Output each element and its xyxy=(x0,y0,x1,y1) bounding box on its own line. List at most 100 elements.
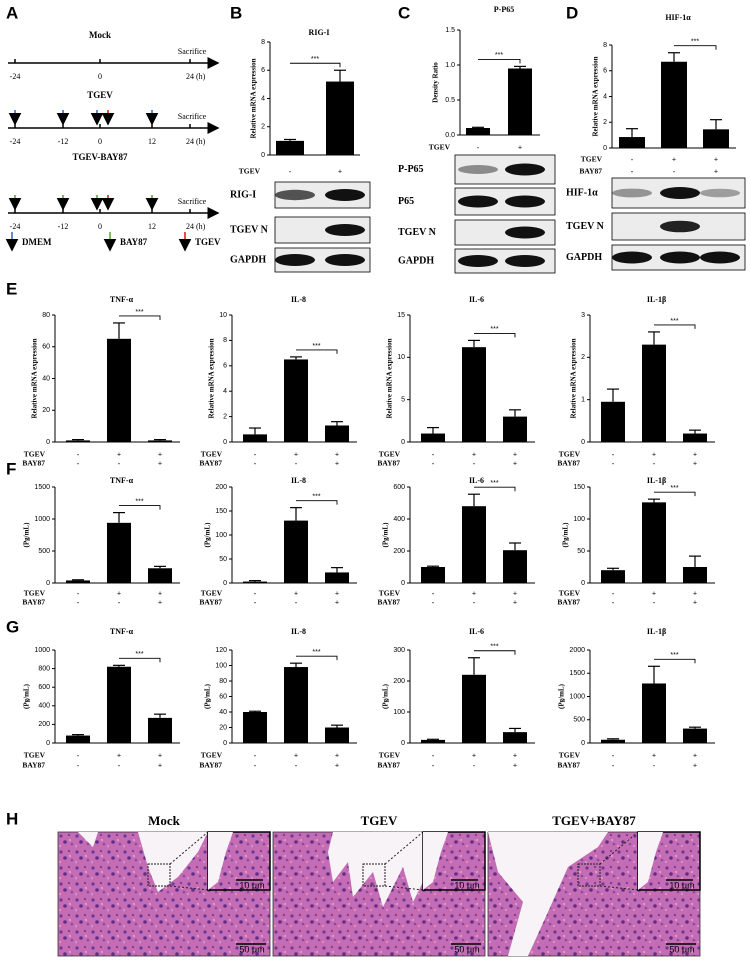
timeline-tick-label: -24 xyxy=(10,137,21,146)
panel-label: G xyxy=(6,617,19,636)
y-tick-label: 2 xyxy=(223,413,227,420)
significance-bracket xyxy=(674,45,717,50)
condition-sign: - xyxy=(254,598,257,607)
significance-label: *** xyxy=(495,52,503,59)
blot-label: GAPDH xyxy=(566,252,602,263)
significance-label: *** xyxy=(670,318,678,325)
significance-label: *** xyxy=(670,652,678,659)
y-tick-label: 0 xyxy=(401,580,405,587)
condition-label: BAY87 xyxy=(377,761,400,770)
y-tick-label: 150 xyxy=(215,508,227,515)
inset-scale-label: 10 μm xyxy=(454,880,479,890)
timeline-tick-label: 0 xyxy=(98,137,102,146)
blot-label: P65 xyxy=(398,196,414,207)
condition-sign: + xyxy=(117,450,121,459)
significance-label: *** xyxy=(670,485,678,492)
y-tick-label: 50 xyxy=(577,548,585,555)
chart-title: IL-6 xyxy=(469,627,484,636)
timeline-title: Mock xyxy=(89,30,111,40)
bar xyxy=(462,506,486,583)
chart-title: TNF-α xyxy=(110,476,134,485)
chart-title: HIF-1α xyxy=(665,13,691,22)
condition-sign: - xyxy=(254,459,257,468)
bar xyxy=(601,401,625,442)
y-axis-label: Density Ratio xyxy=(432,62,440,103)
condition-sign: - xyxy=(477,143,480,152)
inset-lumen xyxy=(638,832,663,890)
condition-sign: + xyxy=(652,589,656,598)
bar xyxy=(508,68,532,135)
bar xyxy=(276,140,304,155)
y-tick-label: 1500 xyxy=(34,484,50,491)
significance-label: *** xyxy=(135,651,143,658)
y-tick-label: 0.0 xyxy=(445,132,455,139)
y-tick-label: 800 xyxy=(38,665,50,672)
inset-scale-label: 10 μm xyxy=(669,880,694,890)
condition-sign: + xyxy=(294,589,298,598)
condition-sign: + xyxy=(714,167,718,176)
significance-label: *** xyxy=(312,493,320,500)
y-axis-label: Relative mRNA expression xyxy=(386,338,394,418)
y-tick-label: 0 xyxy=(223,740,227,747)
inset-scale-label: 10 μm xyxy=(239,880,264,890)
condition-sign: - xyxy=(612,450,615,459)
y-tick-label: 6 xyxy=(603,68,607,75)
condition-sign: - xyxy=(653,598,656,607)
blot-band xyxy=(505,195,545,208)
y-tick-label: 100 xyxy=(393,709,405,716)
blot-band xyxy=(505,255,545,267)
chart-title: IL-8 xyxy=(291,295,306,304)
legend-label: TGEV xyxy=(195,237,221,247)
condition-sign: - xyxy=(432,459,435,468)
condition-sign: + xyxy=(335,751,339,760)
y-tick-label: 500 xyxy=(573,717,585,724)
y-tick-label: 0 xyxy=(401,439,405,446)
significance-bracket xyxy=(654,491,696,497)
condition-label: BAY87 xyxy=(199,598,222,607)
bar xyxy=(421,433,445,442)
condition-sign: + xyxy=(513,450,517,459)
blot-band xyxy=(275,254,315,266)
y-tick-label: 0 xyxy=(261,152,265,159)
timeline-tick-label: -12 xyxy=(58,222,69,231)
y-tick-label: 120 xyxy=(215,647,227,654)
panel-label: A xyxy=(6,3,18,22)
condition-sign: + xyxy=(672,155,676,164)
significance-bracket xyxy=(474,650,516,655)
y-tick-label: 0 xyxy=(46,580,50,587)
significance-bracket xyxy=(296,500,338,505)
condition-label: TGEV xyxy=(24,589,46,598)
y-tick-label: 150 xyxy=(573,484,585,491)
y-tick-label: 0 xyxy=(401,740,405,747)
y-tick-label: 1000 xyxy=(569,693,585,700)
condition-sign: + xyxy=(652,751,656,760)
y-tick-label: 2 xyxy=(581,354,585,361)
significance-bracket xyxy=(478,58,521,64)
bar xyxy=(284,359,308,442)
condition-label: BAY87 xyxy=(22,761,45,770)
blot-band xyxy=(275,189,315,201)
bar xyxy=(326,81,354,155)
condition-sign: + xyxy=(294,751,298,760)
scale-label: 50 μm xyxy=(239,944,264,954)
blot-label: TGEV N xyxy=(398,227,437,238)
blot-band xyxy=(458,255,498,267)
timeline-end-label: Sacrifice xyxy=(178,47,207,56)
y-tick-label: 1.0 xyxy=(445,62,455,69)
condition-label: BAY87 xyxy=(377,598,400,607)
significance-bracket xyxy=(290,62,341,68)
y-tick-label: 100 xyxy=(573,516,585,523)
y-tick-label: 200 xyxy=(393,548,405,555)
condition-sign: + xyxy=(335,589,339,598)
chart-title: IL-6 xyxy=(469,295,484,304)
timeline-tick-label: 24 (h) xyxy=(186,222,206,231)
condition-sign: - xyxy=(295,598,298,607)
condition-sign: - xyxy=(473,459,476,468)
blot-label: GAPDH xyxy=(398,255,434,266)
timeline-end-label: Sacrifice xyxy=(178,197,207,206)
bar xyxy=(683,433,707,442)
blot-band xyxy=(505,163,545,176)
panel-label: F xyxy=(6,459,16,478)
y-tick-label: 1000 xyxy=(34,647,50,654)
y-tick-label: 1.5 xyxy=(445,27,455,34)
